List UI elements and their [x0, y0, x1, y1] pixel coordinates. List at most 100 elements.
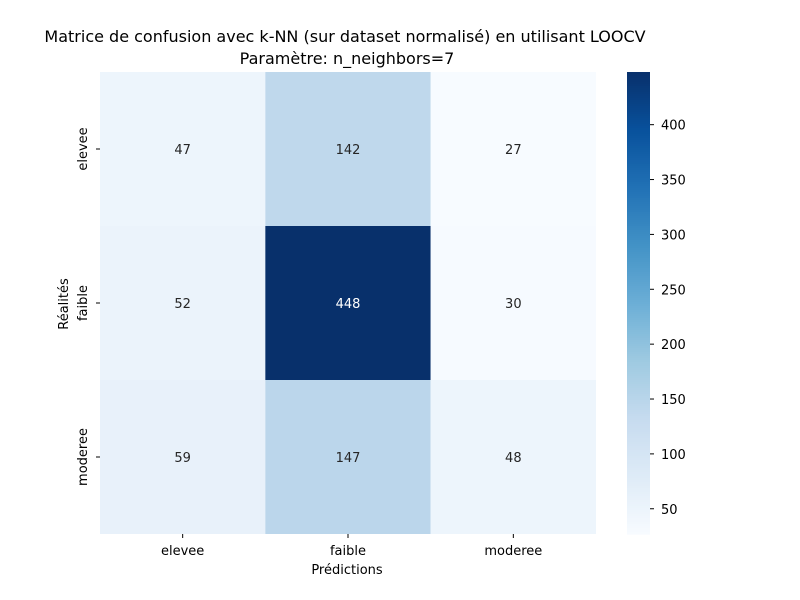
- colorbar-segment: [627, 500, 650, 503]
- colorbar-segment: [627, 266, 650, 269]
- colorbar-segment: [627, 364, 650, 367]
- y-axis-ticks: elevee faible moderee: [76, 127, 100, 486]
- colorbar-segment: [627, 208, 650, 211]
- colorbar-segment: [627, 322, 650, 325]
- colorbar-segment: [627, 314, 650, 317]
- colorbar-segment: [627, 278, 650, 281]
- colorbar-segment: [627, 234, 650, 237]
- colorbar-segment: [627, 422, 650, 425]
- colorbar-segment: [627, 526, 650, 529]
- colorbar-segment: [627, 512, 650, 515]
- cell-value-label: 48: [505, 451, 522, 466]
- colorbar-segment: [627, 306, 650, 309]
- colorbar-segment: [627, 328, 650, 331]
- colorbar-segment: [627, 154, 650, 157]
- colorbar-tick-label: 100: [661, 448, 686, 463]
- colorbar-segment: [627, 484, 650, 487]
- colorbar-segment: [627, 426, 650, 429]
- colorbar-segment: [627, 478, 650, 481]
- colorbar-segment: [627, 514, 650, 517]
- colorbar-segment: [627, 330, 650, 333]
- colorbar-segment: [627, 504, 650, 507]
- colorbar-segment: [627, 194, 650, 197]
- colorbar-segment: [627, 336, 650, 339]
- colorbar-segment: [627, 212, 650, 215]
- colorbar-segment: [627, 108, 650, 111]
- colorbar-segment: [627, 148, 650, 151]
- colorbar-segment: [627, 372, 650, 375]
- colorbar-segment: [627, 88, 650, 91]
- colorbar-segment: [627, 182, 650, 185]
- colorbar-segment: [627, 206, 650, 209]
- x-tick-label: moderee: [484, 544, 542, 559]
- colorbar-segment: [627, 262, 650, 265]
- colorbar-segment: [627, 414, 650, 417]
- colorbar-segment: [627, 200, 650, 203]
- colorbar-segment: [627, 506, 650, 509]
- colorbar-segment: [627, 300, 650, 303]
- colorbar-segment: [627, 378, 650, 381]
- colorbar-segment: [627, 338, 650, 341]
- colorbar-segment: [627, 324, 650, 327]
- colorbar-segment: [627, 160, 650, 163]
- heatmap-cell: [265, 226, 431, 380]
- colorbar-segment: [627, 346, 650, 349]
- colorbar-segment: [627, 244, 650, 247]
- colorbar-segment: [627, 190, 650, 193]
- colorbar-segment: [627, 186, 650, 189]
- colorbar-tick-label: 300: [661, 228, 686, 243]
- colorbar-segment: [627, 184, 650, 187]
- cell-value-label: 59: [174, 451, 191, 466]
- cell-value-label: 27: [505, 143, 522, 158]
- colorbar-segment: [627, 492, 650, 495]
- colorbar-segment: [627, 474, 650, 477]
- colorbar-segment: [627, 92, 650, 95]
- colorbar-segment: [627, 490, 650, 493]
- colorbar-tick-label: 150: [661, 393, 686, 408]
- colorbar-segment: [627, 150, 650, 153]
- colorbar-segment: [627, 522, 650, 525]
- x-axis-label: Prédictions: [311, 563, 383, 578]
- colorbar-segment: [627, 288, 650, 291]
- colorbar-segment: [627, 268, 650, 271]
- colorbar-segment: [627, 400, 650, 403]
- colorbar-segment: [627, 238, 650, 241]
- colorbar-segment: [627, 170, 650, 173]
- colorbar-segment: [627, 118, 650, 121]
- colorbar-segment: [627, 374, 650, 377]
- colorbar-segment: [627, 446, 650, 449]
- cell-value-label: 448: [336, 297, 361, 312]
- colorbar-segment: [627, 86, 650, 89]
- colorbar-segment: [627, 274, 650, 277]
- colorbar-segment: [627, 366, 650, 369]
- colorbar-segment: [627, 480, 650, 483]
- colorbar-segment: [627, 382, 650, 385]
- colorbar-segment: [627, 166, 650, 169]
- colorbar-segment: [627, 312, 650, 315]
- colorbar-segment: [627, 430, 650, 433]
- colorbar-segment: [627, 136, 650, 139]
- colorbar-segment: [627, 168, 650, 171]
- colorbar-segment: [627, 308, 650, 311]
- colorbar-segment: [627, 354, 650, 357]
- colorbar-segment: [627, 180, 650, 183]
- heatmap-cell: [430, 226, 596, 380]
- colorbar-segment: [627, 360, 650, 363]
- colorbar-segment: [627, 134, 650, 137]
- colorbar-segment: [627, 302, 650, 305]
- colorbar-segment: [627, 196, 650, 199]
- colorbar-segment: [627, 390, 650, 393]
- colorbar-segment: [627, 94, 650, 97]
- colorbar-segment: [627, 252, 650, 255]
- colorbar-segment: [627, 304, 650, 307]
- colorbar-segment: [627, 198, 650, 201]
- colorbar-segment: [627, 202, 650, 205]
- colorbar-segment: [627, 396, 650, 399]
- colorbar-segment: [627, 344, 650, 347]
- colorbar-segment: [627, 424, 650, 427]
- colorbar-segment: [627, 74, 650, 77]
- colorbar-segment: [627, 326, 650, 329]
- colorbar-segment: [627, 140, 650, 143]
- colorbar-segment: [627, 280, 650, 283]
- colorbar-segment: [627, 362, 650, 365]
